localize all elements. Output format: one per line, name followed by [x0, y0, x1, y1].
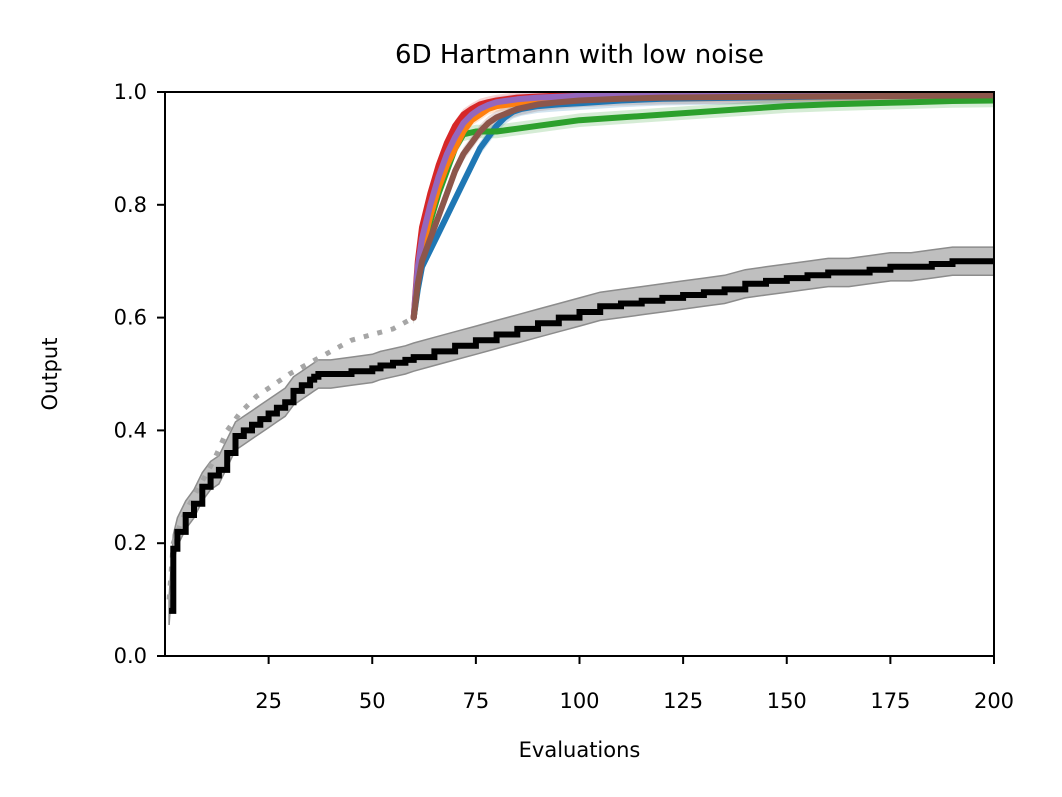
series-layer	[166, 92, 994, 626]
y-tick-label: 0.2	[114, 531, 147, 555]
x-tick-label: 75	[463, 689, 490, 713]
x-tick-label: 150	[767, 689, 807, 713]
series-line-black	[169, 258, 994, 614]
y-tick-label: 0.8	[114, 193, 147, 217]
x-tick-label: 50	[359, 689, 386, 713]
y-axis: 0.0 0.2 0.4 0.6 0.8 1.0	[114, 80, 165, 668]
y-axis-label: Output	[38, 338, 62, 411]
series-line-purple	[410, 92, 994, 321]
series-line-initial-mean	[166, 315, 415, 600]
x-axis-label: Evaluations	[519, 738, 641, 762]
x-tick-label: 25	[255, 689, 282, 713]
x-tick-label: 200	[974, 689, 1014, 713]
series-line-brown	[410, 92, 994, 321]
series-band-black	[168, 246, 994, 626]
y-tick-label: 1.0	[114, 80, 147, 104]
x-axis: 25 50 75 100 125 150 175 200	[255, 656, 1014, 713]
chart-title: 6D Hartmann with low noise	[395, 40, 764, 70]
x-tick-label: 175	[870, 689, 910, 713]
x-tick-label: 125	[663, 689, 703, 713]
y-tick-label: 0.4	[114, 418, 147, 442]
y-tick-label: 0.0	[114, 644, 147, 668]
y-tick-label: 0.6	[114, 306, 147, 330]
x-tick-label: 100	[559, 689, 599, 713]
